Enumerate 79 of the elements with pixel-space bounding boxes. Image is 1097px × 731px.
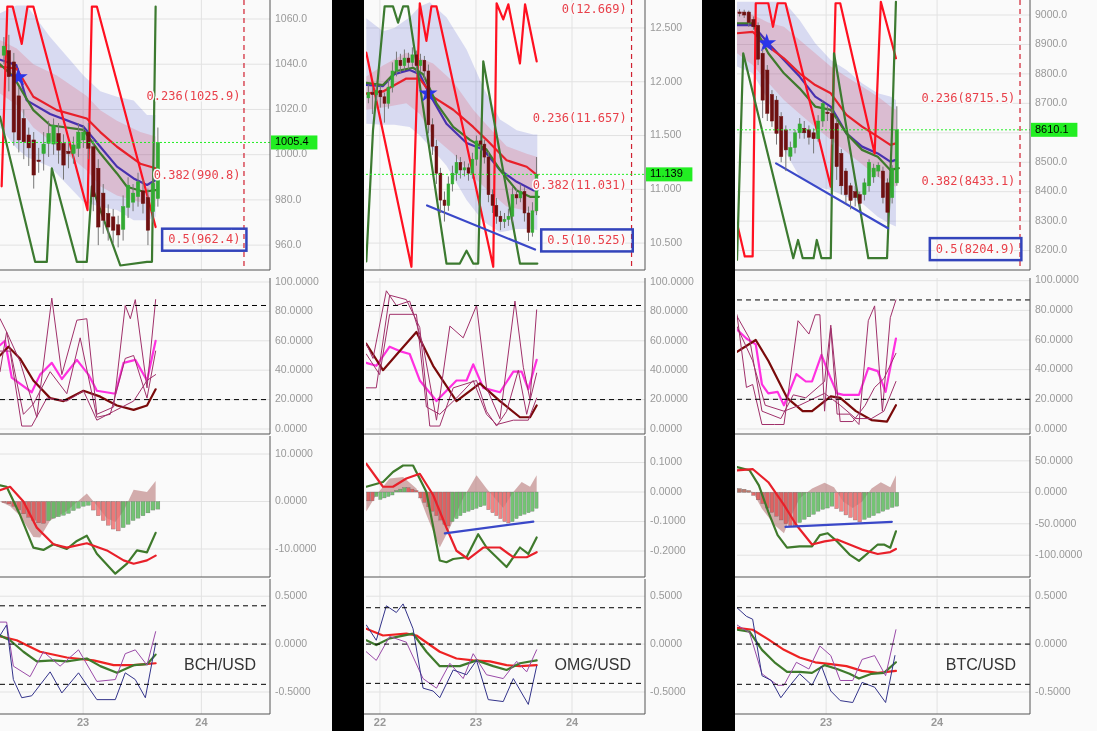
- y-tick-label: 8200.0: [1035, 243, 1068, 256]
- y-tick-label: 0.0000: [1035, 421, 1068, 434]
- y-tick-label: 80.0000: [275, 304, 314, 317]
- y-tick-label: -50.0000: [1035, 516, 1077, 529]
- y-tick-label: 60.0000: [1035, 332, 1074, 345]
- annotation: BTC/USD: [945, 655, 1016, 673]
- y-tick-label: 11.000: [650, 182, 682, 195]
- y-tick-label: 1020.0: [275, 102, 308, 115]
- y-tick-label: 0.0000: [275, 636, 308, 649]
- y-tick-label: 40.0000: [275, 362, 314, 375]
- y-tick-label: 8800.0: [1035, 66, 1068, 79]
- y-tick-label: -0.5000: [1035, 684, 1071, 697]
- annotation: 0.5(8204.9): [935, 241, 1016, 256]
- y-tick-label: 0.0000: [275, 421, 308, 434]
- price-tag: 1005.4: [271, 135, 318, 150]
- y-tick-label: 40.0000: [1035, 362, 1074, 375]
- y-tick-label: -0.2000: [650, 543, 686, 556]
- y-tick-label: 100.0000: [1035, 273, 1079, 286]
- y-tick-label: -100.0000: [1035, 548, 1083, 561]
- price-tag: 11.139: [646, 167, 693, 182]
- ref-line-label: 1005.4: [275, 135, 309, 148]
- y-tick-label: 1040.0: [275, 57, 308, 69]
- x-tick-label: 23: [820, 716, 833, 728]
- y-tick-label: 960.0: [275, 237, 302, 250]
- x-tick-label: 23: [77, 716, 90, 728]
- y-tick-label: 8300.0: [1035, 213, 1068, 226]
- annotation: OMG/USD: [554, 655, 631, 673]
- annotation: 0.236(8715.5): [921, 91, 1016, 106]
- ref-line-label: 11.139: [650, 167, 683, 180]
- y-tick-label: 1060.0: [275, 11, 308, 24]
- y-tick-label: 0.0000: [650, 636, 683, 649]
- x-tick-label: 24: [930, 716, 945, 728]
- y-tick-label: 1000.0: [275, 147, 308, 160]
- annotation: 0.5(10.525): [547, 232, 627, 247]
- y-tick-label: 60.0000: [275, 333, 314, 346]
- y-tick-label: 0.5000: [275, 589, 308, 602]
- y-tick-label: -10.0000: [275, 541, 317, 554]
- y-tick-label: 0.5000: [650, 589, 683, 602]
- annotation: BCH/USD: [183, 655, 256, 673]
- y-tick-label: 0.1000: [650, 455, 683, 468]
- y-tick-label: 50.0000: [1035, 453, 1074, 466]
- y-tick-label: 0.0000: [275, 494, 308, 507]
- y-tick-label: 9000.0: [1035, 7, 1068, 20]
- annotation: 0.236(11.657): [532, 111, 627, 126]
- y-tick-label: 8400.0: [1035, 184, 1068, 197]
- annotation: 0.5(962.4): [168, 232, 241, 247]
- y-tick-label: 60.0000: [650, 333, 689, 346]
- y-tick-label: 0.0000: [650, 484, 683, 497]
- y-tick-label: -0.5000: [275, 684, 311, 697]
- annotation: 0(12.669): [561, 2, 627, 17]
- x-tick-label: 23: [469, 716, 483, 728]
- y-tick-label: 10.0000: [275, 446, 314, 459]
- x-tick-label: 24: [195, 716, 209, 728]
- y-tick-label: 20.0000: [650, 392, 689, 405]
- y-tick-label: 0.0000: [1035, 636, 1068, 649]
- y-tick-label: 8700.0: [1035, 96, 1068, 109]
- y-tick-label: 0.5000: [1035, 589, 1068, 602]
- y-tick-label: 12.000: [650, 74, 683, 87]
- y-tick-label: 20.0000: [275, 392, 314, 405]
- y-tick-label: 100.0000: [650, 274, 694, 287]
- y-tick-label: 100.0000: [275, 274, 319, 287]
- y-tick-label: 10.500: [650, 235, 683, 248]
- y-tick-label: 40.0000: [650, 362, 689, 375]
- y-tick-label: 0.0000: [650, 421, 683, 434]
- y-tick-label: -0.1000: [650, 514, 686, 527]
- annotation: 0.382(8433.1): [921, 174, 1016, 189]
- y-tick-label: 20.0000: [1035, 392, 1074, 405]
- y-tick-label: 12.500: [650, 20, 683, 33]
- y-tick-label: 8900.0: [1035, 37, 1068, 50]
- y-tick-label: 0.0000: [1035, 485, 1068, 498]
- y-tick-label: 980.0: [275, 192, 302, 205]
- y-tick-label: 80.0000: [650, 304, 689, 317]
- y-tick-label: 11.500: [650, 128, 682, 141]
- y-tick-label: 8500.0: [1035, 155, 1068, 168]
- x-tick-label: 24: [565, 716, 579, 728]
- y-tick-label: -0.5000: [650, 684, 686, 697]
- ref-line-label: 8610.1: [1035, 122, 1069, 135]
- y-tick-label: 80.0000: [1035, 303, 1074, 316]
- x-tick-label: 22: [373, 716, 387, 728]
